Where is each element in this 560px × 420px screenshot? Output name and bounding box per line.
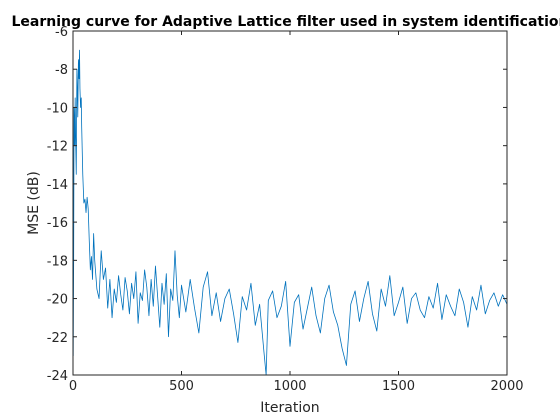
y-tick-label: -6 — [55, 25, 68, 40]
series-layer — [72, 49, 508, 376]
y-tick-label: -22 — [47, 331, 68, 346]
y-tick-label: -14 — [47, 178, 68, 193]
y-tick-label: -18 — [47, 254, 68, 269]
x-tick-label: 500 — [169, 379, 194, 394]
y-tick-label: -12 — [47, 140, 68, 155]
x-axis-label: Iteration — [260, 400, 319, 416]
y-tick-label: -16 — [47, 216, 68, 231]
x-tick-label: 1000 — [273, 379, 306, 394]
y-tick-label: -10 — [47, 101, 68, 116]
chart-title: Learning curve for Adaptive Lattice filt… — [12, 14, 560, 30]
y-axis-label: MSE (dB) — [26, 171, 42, 235]
series-line-0 — [72, 49, 508, 376]
y-tick-label: -20 — [47, 293, 68, 308]
axis-layer: 0 500 1000 1500 2000 -24 -22 -20 -18 -16 -14 -12 -10… — [47, 25, 524, 394]
x-tick-label: 2000 — [490, 379, 523, 394]
x-tick-label: 1500 — [382, 379, 415, 394]
x-tick-label: 0 — [69, 379, 77, 394]
y-tick-label: -8 — [55, 63, 68, 78]
y-tick-label: -24 — [47, 369, 68, 384]
plot-area — [73, 31, 507, 375]
